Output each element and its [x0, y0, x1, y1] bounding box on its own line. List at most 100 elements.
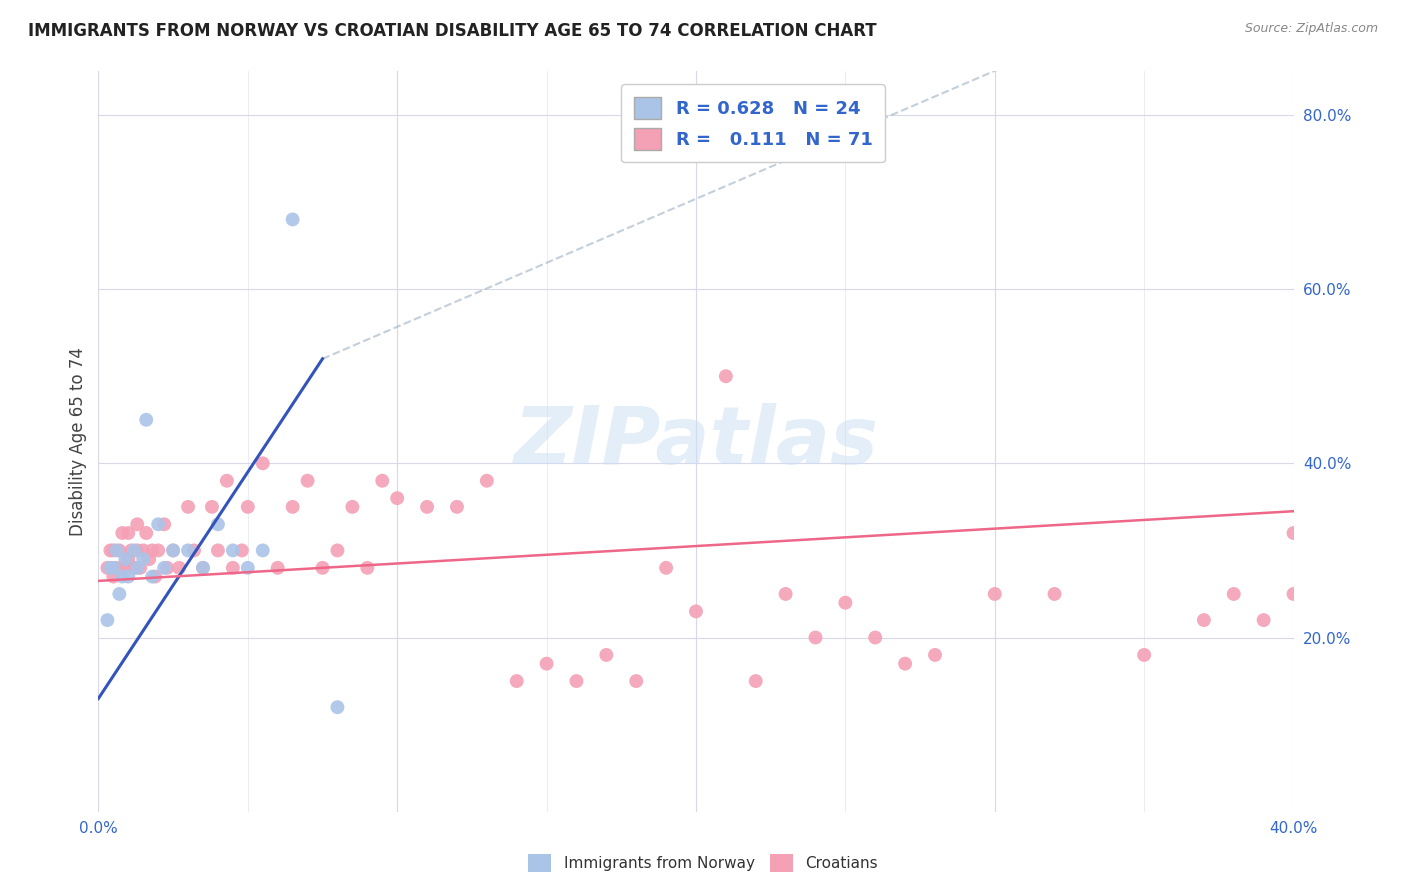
Point — [371, 474, 394, 488]
Point — [141, 543, 163, 558]
Point — [342, 500, 364, 514]
Point — [326, 543, 349, 558]
Point — [105, 561, 128, 575]
Point — [222, 543, 245, 558]
Point — [111, 569, 134, 583]
Point — [132, 552, 155, 566]
Point — [108, 587, 131, 601]
Point — [124, 561, 146, 575]
Point — [207, 543, 229, 558]
Point — [124, 543, 146, 558]
Point — [127, 561, 149, 575]
Point — [1282, 587, 1305, 601]
Point — [1192, 613, 1215, 627]
Point — [148, 543, 170, 558]
Point — [804, 631, 827, 645]
Point — [191, 561, 214, 575]
Point — [201, 500, 224, 514]
Point — [127, 517, 149, 532]
Point — [103, 561, 125, 575]
Point — [96, 561, 118, 575]
Point — [111, 526, 134, 541]
Point — [114, 561, 136, 575]
Point — [565, 674, 588, 689]
Point — [215, 474, 238, 488]
Point — [385, 491, 409, 505]
Legend: R = 0.628   N = 24, R =   0.111   N = 71: R = 0.628 N = 24, R = 0.111 N = 71 — [621, 84, 884, 162]
Point — [252, 456, 274, 470]
Point — [326, 700, 349, 714]
Point — [356, 561, 378, 575]
Point — [117, 552, 139, 566]
Point — [281, 500, 304, 514]
Point — [127, 543, 149, 558]
Point — [114, 552, 136, 566]
Point — [231, 543, 253, 558]
Point — [894, 657, 917, 671]
Point — [148, 517, 170, 532]
Point — [156, 561, 179, 575]
Point — [167, 561, 190, 575]
Point — [105, 543, 128, 558]
Point — [685, 604, 707, 618]
Point — [153, 517, 176, 532]
Point — [117, 526, 139, 541]
Point — [446, 500, 468, 514]
Point — [655, 561, 678, 575]
Point — [1043, 587, 1066, 601]
Point — [138, 552, 160, 566]
Point — [177, 500, 200, 514]
Point — [132, 543, 155, 558]
Point — [222, 561, 245, 575]
Point — [108, 543, 131, 558]
Point — [714, 369, 737, 384]
Point — [129, 561, 152, 575]
Point — [96, 613, 118, 627]
Point — [135, 526, 157, 541]
Point — [153, 561, 176, 575]
Point — [297, 474, 319, 488]
Point — [506, 674, 529, 689]
Point — [775, 587, 797, 601]
Point — [252, 543, 274, 558]
Point — [98, 561, 122, 575]
Point — [236, 561, 259, 575]
Point — [1253, 613, 1275, 627]
Point — [1223, 587, 1246, 601]
Point — [143, 569, 166, 583]
Point — [183, 543, 205, 558]
Point — [984, 587, 1007, 601]
Point — [865, 631, 887, 645]
Point — [207, 517, 229, 532]
Point — [141, 569, 163, 583]
Point — [281, 212, 304, 227]
Point — [1133, 648, 1156, 662]
Point — [536, 657, 558, 671]
Point — [162, 543, 184, 558]
Point — [135, 413, 157, 427]
Point — [745, 674, 768, 689]
Point — [924, 648, 946, 662]
Text: Source: ZipAtlas.com: Source: ZipAtlas.com — [1244, 22, 1378, 36]
Point — [475, 474, 498, 488]
Text: ZIPatlas: ZIPatlas — [513, 402, 879, 481]
Point — [103, 569, 125, 583]
Point — [98, 543, 122, 558]
Text: IMMIGRANTS FROM NORWAY VS CROATIAN DISABILITY AGE 65 TO 74 CORRELATION CHART: IMMIGRANTS FROM NORWAY VS CROATIAN DISAB… — [28, 22, 877, 40]
Point — [162, 543, 184, 558]
Point — [236, 500, 259, 514]
Y-axis label: Disability Age 65 to 74: Disability Age 65 to 74 — [69, 347, 87, 536]
Point — [626, 674, 648, 689]
Point — [834, 596, 856, 610]
Legend: Immigrants from Norway, Croatians: Immigrants from Norway, Croatians — [520, 846, 886, 880]
Point — [191, 561, 214, 575]
Point — [595, 648, 617, 662]
Point — [103, 543, 125, 558]
Point — [1282, 526, 1305, 541]
Point — [416, 500, 439, 514]
Point — [311, 561, 333, 575]
Point — [117, 569, 139, 583]
Point — [120, 543, 142, 558]
Point — [267, 561, 290, 575]
Point — [177, 543, 200, 558]
